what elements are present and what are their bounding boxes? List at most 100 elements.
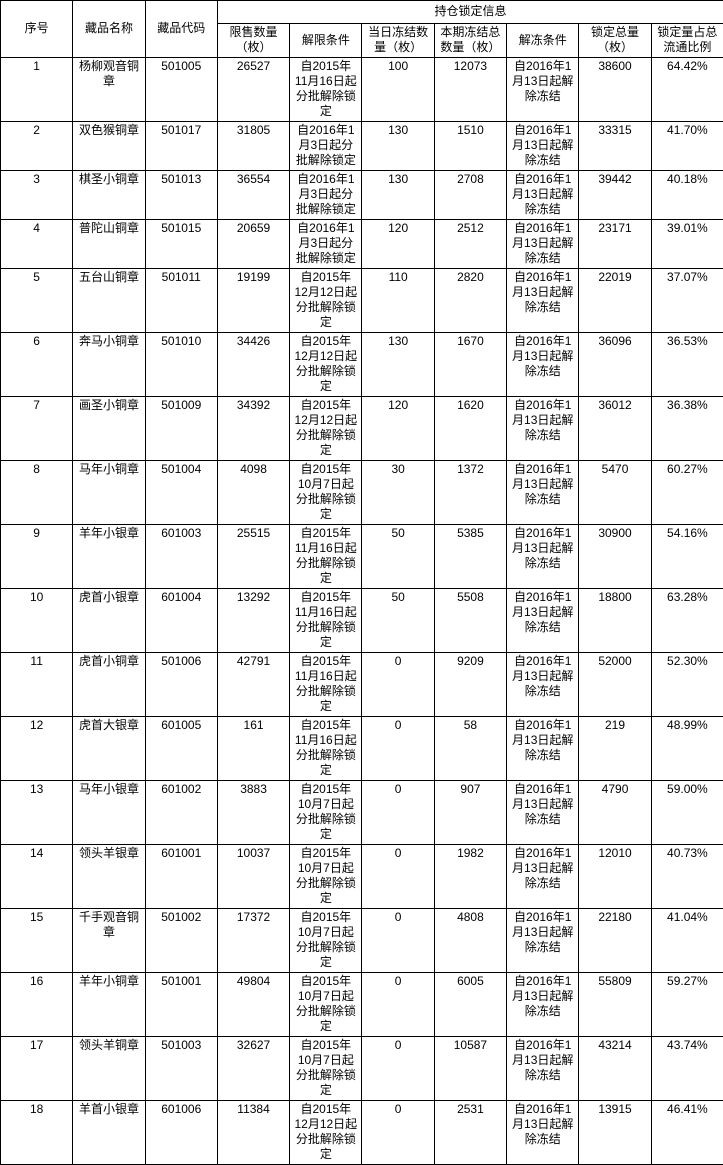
cell-item-code: 501003 xyxy=(145,1037,217,1101)
cell-index: 9 xyxy=(1,525,73,589)
cell-unfreeze-condition: 自2016年1 月13日起解 除冻结 xyxy=(507,653,579,717)
cell-locked-total: 4790 xyxy=(579,781,651,845)
cell-period-frozen-total: 5508 xyxy=(434,589,506,653)
col-header-item-name: 藏品名称 xyxy=(73,1,145,58)
cell-item-code: 501004 xyxy=(145,461,217,525)
cell-index: 4 xyxy=(1,220,73,269)
cell-locked-ratio: 59.00% xyxy=(651,781,723,845)
cell-locked-total: 36012 xyxy=(579,397,651,461)
cell-period-frozen-total: 2512 xyxy=(434,220,506,269)
cell-item-name: 双色猴铜章 xyxy=(73,122,145,171)
cell-unlock-condition: 自2015年 11月16日起 分批解除锁 定 xyxy=(290,717,362,781)
cell-locked-total: 18800 xyxy=(579,589,651,653)
cell-locked-total: 36096 xyxy=(579,333,651,397)
cell-item-name: 普陀山铜章 xyxy=(73,220,145,269)
cell-item-name: 领头羊银章 xyxy=(73,845,145,909)
header-row-group: 序号 藏品名称 藏品代码 持仓锁定信息 xyxy=(1,1,723,24)
cell-index: 2 xyxy=(1,122,73,171)
cell-limited-qty: 19199 xyxy=(217,269,289,333)
cell-item-name: 棋圣小铜章 xyxy=(73,171,145,220)
cell-item-name: 羊首小银章 xyxy=(73,1101,145,1165)
cell-unlock-condition: 自2015年 10月7日起 分批解除锁 定 xyxy=(290,461,362,525)
col-header-locked-ratio: 锁定量占总 流通比例 xyxy=(651,24,723,58)
group-header-position-lock-info: 持仓锁定信息 xyxy=(217,1,723,24)
cell-period-frozen-total: 1982 xyxy=(434,845,506,909)
cell-locked-ratio: 64.42% xyxy=(651,58,723,122)
cell-unlock-condition: 自2015年 12月12日起 分批解除锁 定 xyxy=(290,269,362,333)
cell-unfreeze-condition: 自2016年1 月13日起解 除冻结 xyxy=(507,122,579,171)
cell-locked-total: 23171 xyxy=(579,220,651,269)
cell-item-code: 601004 xyxy=(145,589,217,653)
cell-item-name: 马年小铜章 xyxy=(73,461,145,525)
cell-daily-frozen-qty: 0 xyxy=(362,717,434,781)
col-header-limited-qty: 限售数量 （枚） xyxy=(217,24,289,58)
cell-item-code: 501017 xyxy=(145,122,217,171)
cell-period-frozen-total: 1620 xyxy=(434,397,506,461)
cell-locked-ratio: 59.27% xyxy=(651,973,723,1037)
cell-limited-qty: 32627 xyxy=(217,1037,289,1101)
cell-locked-ratio: 37.07% xyxy=(651,269,723,333)
cell-unlock-condition: 自2015年 11月16日起 分批解除锁 定 xyxy=(290,525,362,589)
cell-unfreeze-condition: 自2016年1 月13日起解 除冻结 xyxy=(507,171,579,220)
cell-daily-frozen-qty: 50 xyxy=(362,525,434,589)
cell-index: 18 xyxy=(1,1101,73,1165)
cell-item-code: 501009 xyxy=(145,397,217,461)
cell-unlock-condition: 自2015年 11月16日起 分批解除锁 定 xyxy=(290,58,362,122)
cell-locked-ratio: 54.16% xyxy=(651,525,723,589)
cell-locked-ratio: 36.38% xyxy=(651,397,723,461)
cell-unfreeze-condition: 自2016年1 月13日起解 除冻结 xyxy=(507,397,579,461)
cell-locked-total: 39442 xyxy=(579,171,651,220)
cell-item-code: 601002 xyxy=(145,781,217,845)
cell-period-frozen-total: 58 xyxy=(434,717,506,781)
col-header-period-frozen-total: 本期冻结总 数量（枚） xyxy=(434,24,506,58)
cell-index: 12 xyxy=(1,717,73,781)
cell-locked-ratio: 63.28% xyxy=(651,589,723,653)
cell-unlock-condition: 自2016年1 月3日起分 批解除锁定 xyxy=(290,171,362,220)
cell-index: 6 xyxy=(1,333,73,397)
cell-item-code: 601006 xyxy=(145,1101,217,1165)
cell-unlock-condition: 自2015年 11月16日起 分批解除锁 定 xyxy=(290,653,362,717)
col-header-unfreeze-condition: 解冻条件 xyxy=(507,24,579,58)
cell-unlock-condition: 自2016年1 月3日起分 批解除锁定 xyxy=(290,220,362,269)
table-header: 序号 藏品名称 藏品代码 持仓锁定信息 限售数量 （枚） 解限条件 当日冻结数 … xyxy=(1,1,723,58)
cell-period-frozen-total: 4808 xyxy=(434,909,506,973)
cell-period-frozen-total: 12073 xyxy=(434,58,506,122)
cell-locked-ratio: 36.53% xyxy=(651,333,723,397)
cell-index: 7 xyxy=(1,397,73,461)
cell-index: 11 xyxy=(1,653,73,717)
cell-unfreeze-condition: 自2016年1 月13日起解 除冻结 xyxy=(507,717,579,781)
cell-item-code: 501001 xyxy=(145,973,217,1037)
cell-unlock-condition: 自2016年1 月3日起分 批解除锁定 xyxy=(290,122,362,171)
cell-locked-total: 12010 xyxy=(579,845,651,909)
cell-daily-frozen-qty: 0 xyxy=(362,653,434,717)
cell-index: 8 xyxy=(1,461,73,525)
cell-locked-ratio: 39.01% xyxy=(651,220,723,269)
cell-unlock-condition: 自2015年 10月7日起 分批解除锁 定 xyxy=(290,1037,362,1101)
cell-item-name: 马年小银章 xyxy=(73,781,145,845)
cell-unfreeze-condition: 自2016年1 月13日起解 除冻结 xyxy=(507,781,579,845)
cell-daily-frozen-qty: 130 xyxy=(362,122,434,171)
cell-locked-total: 5470 xyxy=(579,461,651,525)
cell-daily-frozen-qty: 100 xyxy=(362,58,434,122)
cell-item-code: 501015 xyxy=(145,220,217,269)
cell-unfreeze-condition: 自2016年1 月13日起解 除冻结 xyxy=(507,220,579,269)
cell-limited-qty: 11384 xyxy=(217,1101,289,1165)
cell-unfreeze-condition: 自2016年1 月13日起解 除冻结 xyxy=(507,1101,579,1165)
cell-limited-qty: 26527 xyxy=(217,58,289,122)
cell-limited-qty: 34426 xyxy=(217,333,289,397)
cell-unlock-condition: 自2015年 10月7日起 分批解除锁 定 xyxy=(290,781,362,845)
cell-index: 3 xyxy=(1,171,73,220)
cell-limited-qty: 161 xyxy=(217,717,289,781)
cell-unlock-condition: 自2015年 12月12日起 分批解除锁 定 xyxy=(290,1101,362,1165)
cell-locked-ratio: 40.73% xyxy=(651,845,723,909)
